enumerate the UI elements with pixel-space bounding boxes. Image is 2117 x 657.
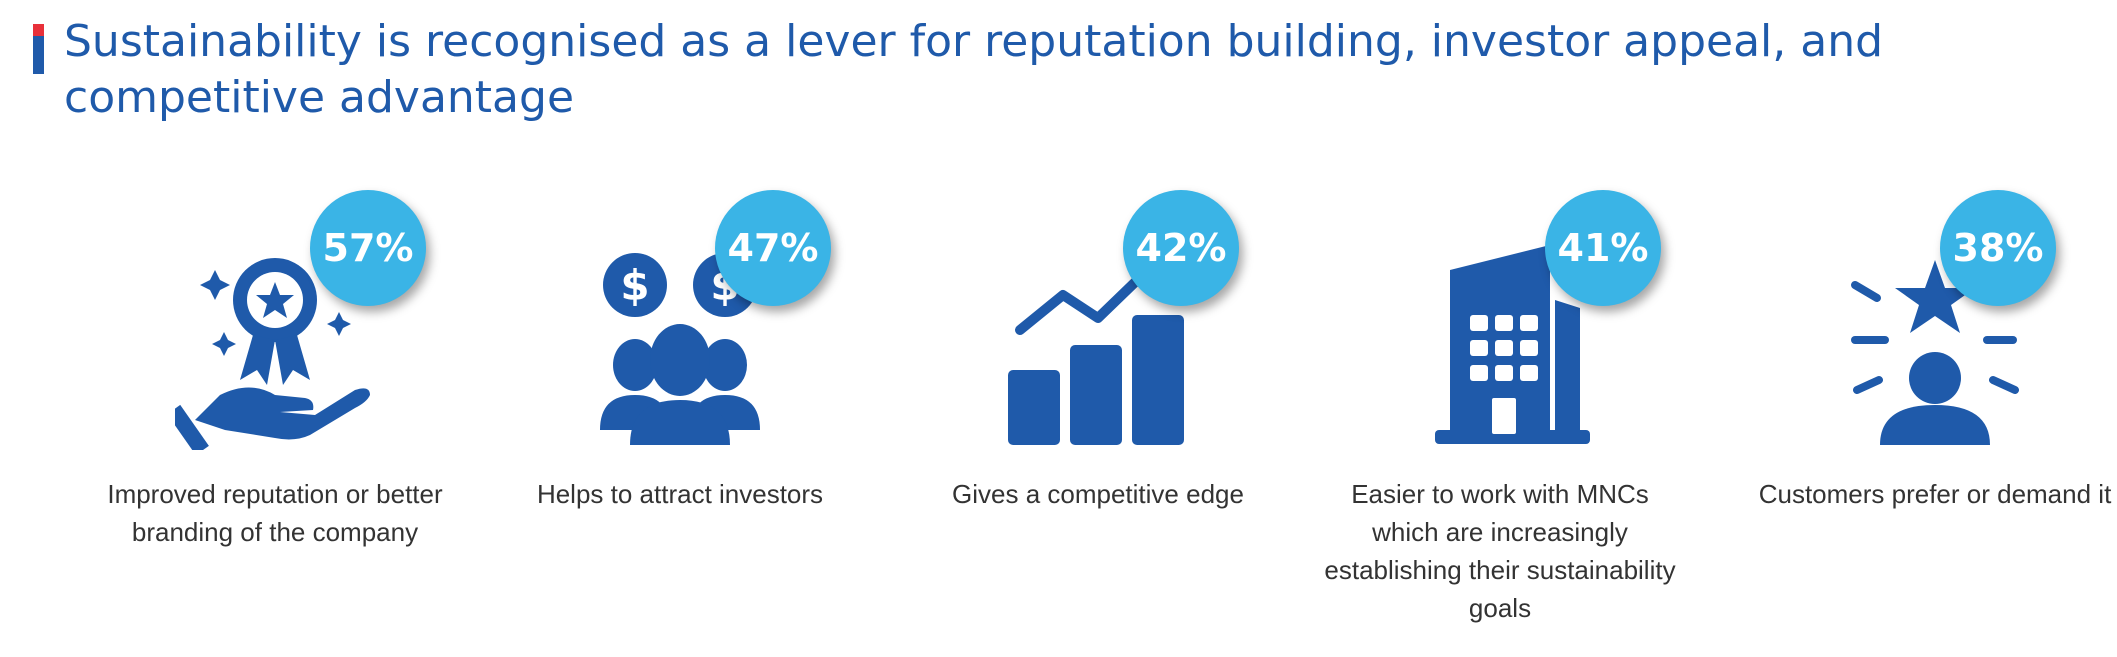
stat-item-customers: 38% Customers prefer or demand it [1755,190,2115,650]
percent-badge: 47% [715,190,831,306]
accent-red [33,24,44,36]
accent-blue [33,36,44,74]
stat-item-reputation: 57% Improved reputation or better brandi… [95,190,455,650]
item-label: Gives a competitive edge [952,479,1244,509]
growth-chart-icon [998,230,1198,450]
stat-item-investors: $ $ 47% Helps to attract investors [500,190,860,650]
page-title: Sustainability is recognised as a lever … [64,16,1884,123]
customer-star-icon [1835,230,2035,450]
percent-badge: 42% [1123,190,1239,306]
item-label: Customers prefer or demand it [1758,479,2112,509]
building-icon [1400,230,1600,450]
item-label: Helps to attract investors [536,479,824,509]
percent-badge: 41% [1545,190,1661,306]
item-label: Easier to work with MNCs which are incre… [1324,479,1676,623]
stat-item-mncs: 41% Easier to work with MNCs which are i… [1320,190,1680,650]
svg-text:$: $ [620,261,649,310]
stats-row: 57% Improved reputation or better brandi… [0,190,2117,650]
stat-item-competitive-edge: 42% Gives a competitive edge [918,190,1278,650]
item-label: Improved reputation or better branding o… [107,479,443,547]
percent-badge: 38% [1940,190,2056,306]
title-accent-bar [33,24,44,74]
award-hand-icon [167,230,375,456]
investors-icon: $ $ [580,230,780,450]
percent-badge: 57% [310,190,426,306]
